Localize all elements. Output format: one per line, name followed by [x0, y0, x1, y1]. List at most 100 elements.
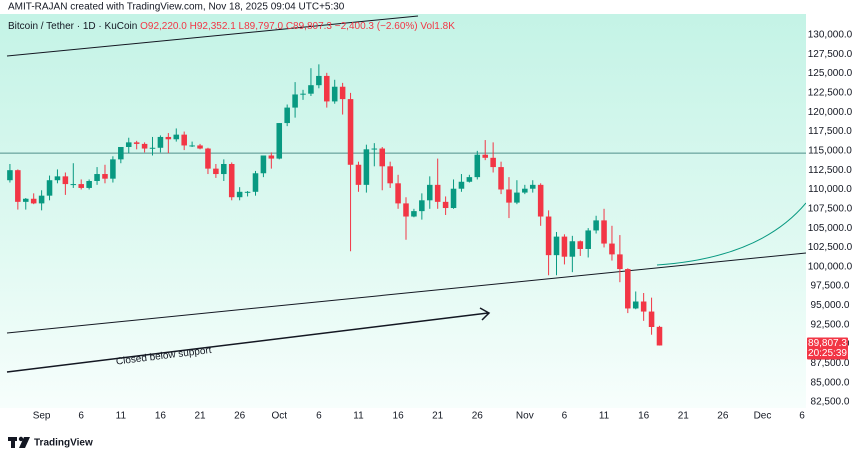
candle-body — [173, 134, 180, 140]
x-tick-label: 21 — [678, 411, 690, 422]
candle-body — [78, 184, 84, 188]
candle-body — [426, 184, 433, 201]
curve-drawing — [656, 202, 806, 266]
candle-body — [205, 148, 211, 169]
x-tick-label: 26 — [234, 411, 246, 422]
y-tick-label: 92,500.0 — [811, 319, 850, 330]
candle-body — [292, 94, 298, 108]
x-tick-label: Oct — [271, 411, 287, 422]
candle-body — [110, 159, 116, 179]
y-tick-label: 117,500.0 — [808, 126, 852, 137]
candle-body — [339, 86, 346, 100]
candle-body — [553, 236, 560, 256]
candle-body — [482, 154, 488, 158]
candle-body — [395, 183, 401, 204]
x-tick-label: 6 — [799, 411, 805, 422]
candle-body — [466, 177, 473, 182]
candle-body — [70, 184, 77, 186]
candle-body — [118, 146, 124, 160]
last-price-label: 89,807.3 — [808, 338, 847, 349]
candle-body — [30, 198, 37, 204]
y-tick-label: 105,000.0 — [808, 223, 853, 234]
candle-body — [149, 147, 156, 149]
candle-body — [419, 200, 425, 212]
candle-body — [585, 230, 591, 249]
symbol: Bitcoin / Tether · 1D · KuCoin — [8, 21, 137, 32]
x-tick-label: 6 — [78, 411, 84, 422]
candle-body — [363, 149, 370, 185]
x-tick-label: 21 — [194, 411, 206, 422]
candle-body — [656, 326, 663, 346]
candle-body — [434, 184, 441, 202]
candle-body — [640, 301, 647, 312]
candle-body — [308, 85, 314, 94]
x-tick-label: 11 — [599, 411, 610, 422]
candle-body — [54, 176, 61, 181]
candle-body — [22, 198, 29, 202]
candle-body — [609, 243, 615, 255]
drawings — [6, 15, 806, 373]
candle-body — [442, 201, 449, 209]
credit: AMIT-RAJAN created with TradingView.com,… — [8, 2, 345, 13]
candle-body — [141, 143, 148, 149]
candle-body — [7, 170, 13, 181]
countdown: 20:25:39 — [808, 348, 847, 359]
candle-body — [498, 167, 504, 190]
candle-body — [331, 86, 338, 102]
candle-body — [593, 220, 599, 231]
candle-body — [458, 181, 465, 189]
y-tick-label: 125,000.0 — [808, 68, 853, 79]
candle-body — [355, 164, 362, 185]
y-tick-label: 130,000.0 — [808, 30, 853, 41]
candle-body — [514, 192, 520, 203]
candle-body — [284, 107, 290, 124]
candle-body — [316, 75, 322, 86]
brand-logo — [8, 436, 30, 448]
candle-body — [213, 168, 219, 175]
ohlc-high: H92,352.1 — [190, 21, 237, 32]
candle-body — [411, 211, 417, 217]
volume: Vol1.8K — [420, 21, 455, 32]
x-tick-label: 6 — [562, 411, 568, 422]
last-price-box — [807, 337, 848, 360]
y-tick-label: 85,000.0 — [811, 377, 850, 388]
x-tick-label: 6 — [316, 411, 322, 422]
y-tick-label: 107,500.0 — [808, 203, 853, 214]
ohlc-low: L89,797.0 — [239, 21, 284, 32]
candle-body — [577, 241, 584, 249]
legend: Bitcoin / Tether · 1D · KuCoin O92,220.0… — [8, 21, 455, 32]
candle-body — [268, 155, 275, 159]
x-tick-label: 16 — [638, 411, 650, 422]
y-tick-label: 82,500.0 — [811, 397, 850, 408]
y-tick-label: 102,500.0 — [808, 242, 853, 253]
x-tick-label: 16 — [155, 411, 167, 422]
candle-body — [490, 157, 496, 168]
candle-body — [133, 142, 140, 144]
y-tick-label: 95,000.0 — [811, 300, 850, 311]
candle-body — [648, 311, 655, 327]
candle-body — [379, 148, 386, 167]
candle-body — [165, 136, 172, 140]
candle-body — [545, 216, 552, 256]
arrow-line — [6, 312, 489, 373]
candle-body — [474, 154, 481, 178]
y-tick-label: 100,000.0 — [808, 261, 853, 272]
arrow-head — [479, 307, 491, 321]
x-tick-label: Sep — [33, 411, 51, 422]
y-tick-label: 122,500.0 — [808, 88, 853, 99]
candle-body — [371, 148, 378, 150]
candle-body — [403, 203, 409, 217]
y-tick-label: 97,500.0 — [811, 281, 850, 292]
candle-body — [125, 142, 132, 147]
x-tick-label: 11 — [116, 411, 127, 422]
ohlc-open: O92,220.0 — [140, 21, 187, 32]
candle-body — [561, 236, 568, 257]
x-tick-label: 26 — [472, 411, 484, 422]
brand: TradingView — [34, 438, 93, 449]
x-tick-label: 26 — [717, 411, 729, 422]
candle-body — [38, 195, 45, 204]
candle-body — [529, 184, 536, 189]
plot-background — [0, 14, 806, 408]
candle-body — [522, 188, 528, 193]
x-tick-label: 21 — [432, 411, 444, 422]
